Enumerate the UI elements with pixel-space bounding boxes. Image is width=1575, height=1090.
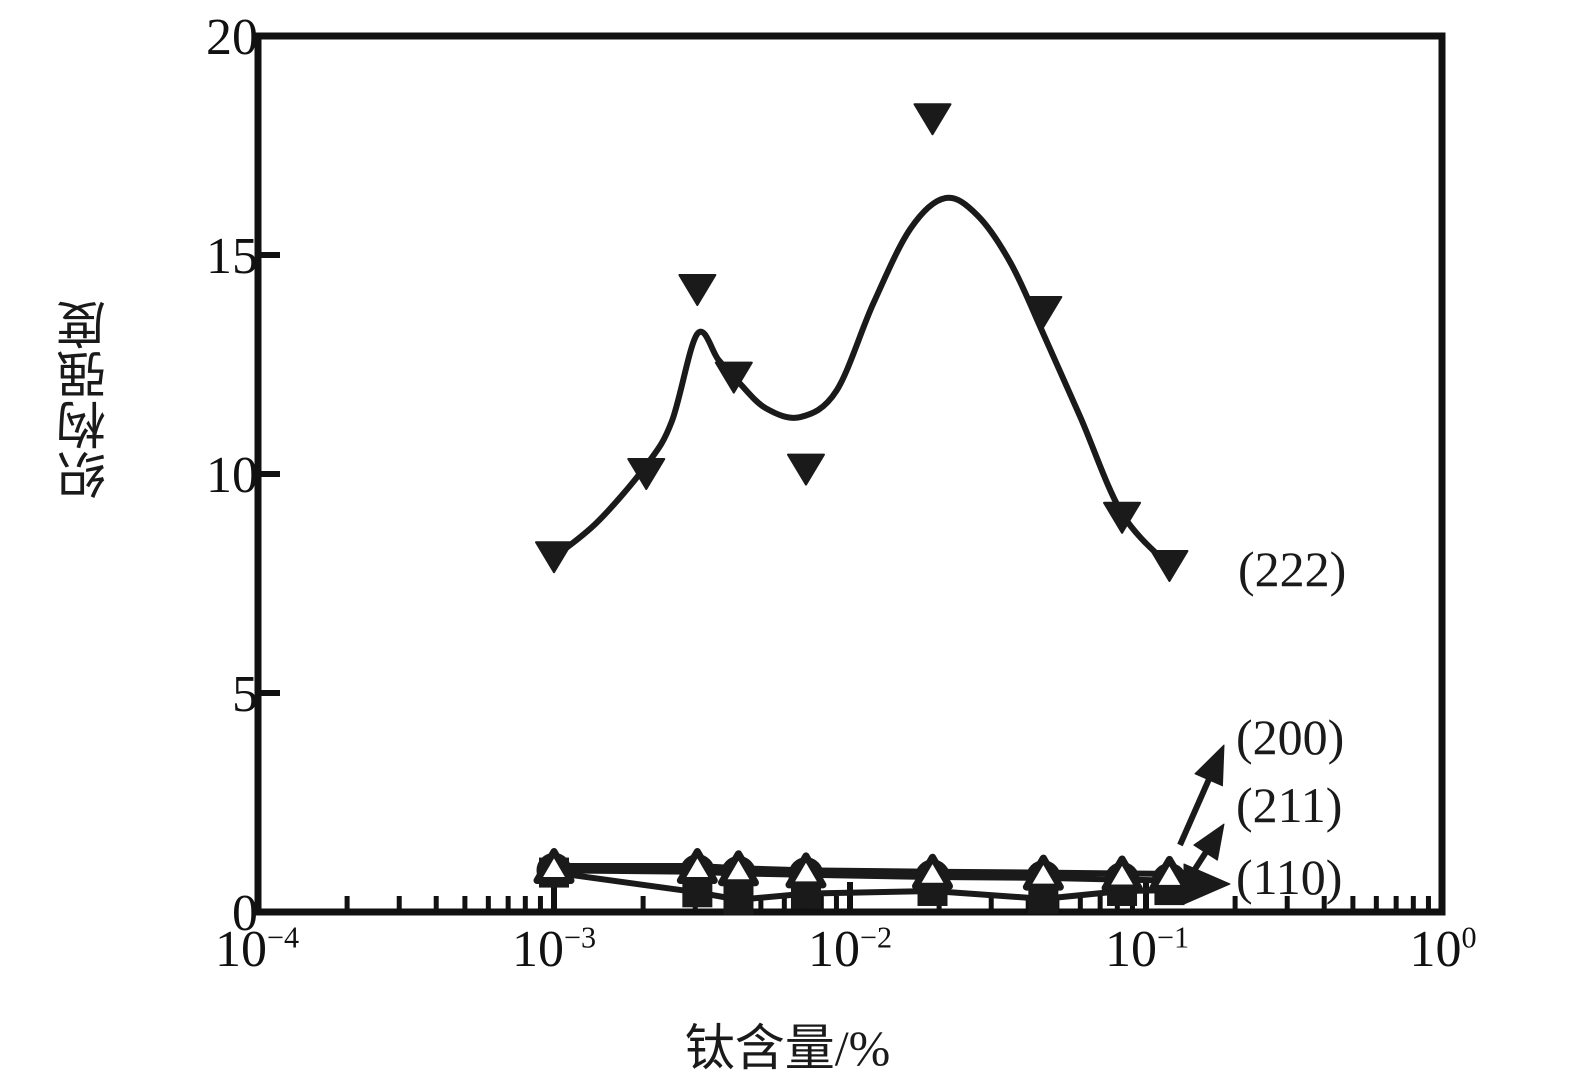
series-label-211: (211) [1236, 777, 1343, 833]
marker-222 [627, 458, 666, 490]
ytick-label-0: 0 [232, 885, 258, 942]
axis-ticks [255, 252, 1445, 912]
annotation-arrows [1177, 744, 1231, 905]
ytick-label-5: 5 [232, 666, 258, 723]
xtick-base: 10 [214, 921, 267, 978]
series-markers [533, 103, 1190, 915]
xtick-label-1e-2: 10−2 [760, 920, 940, 979]
xtick-exp: −2 [859, 920, 893, 955]
marker-222 [1150, 549, 1189, 582]
xtick-base: 10 [807, 921, 860, 978]
marker-200 [1101, 855, 1143, 892]
marker-222 [1024, 295, 1063, 328]
marker-222 [786, 453, 825, 486]
xtick-base: 10 [511, 921, 564, 978]
marker-200 [533, 848, 575, 885]
xtick-exp: 0 [1461, 920, 1477, 955]
arrow-211-head [1193, 823, 1225, 861]
marker-222 [714, 361, 753, 394]
marker-222 [535, 541, 573, 574]
marker-200 [1022, 854, 1064, 891]
arrow-110-head [1183, 863, 1231, 905]
xtick-label-1e-1: 10−1 [1057, 920, 1237, 979]
series-label-222: (222) [1238, 541, 1347, 597]
arrow-200-head [1194, 744, 1225, 787]
series-curves [551, 194, 1173, 903]
ytick-label-10: 10 [206, 447, 258, 504]
marker-222 [678, 274, 717, 307]
xtick-label-1e-4: 10−4 [167, 920, 347, 979]
ytick-label-20: 20 [206, 9, 258, 66]
marker-222 [913, 103, 952, 136]
marker-222 [1103, 501, 1142, 534]
xtick-label-1e0: 100 [1353, 920, 1533, 979]
marker-200 [785, 852, 827, 889]
x-axis-title: 钛含量/% [684, 1020, 891, 1076]
marker-200 [912, 853, 954, 890]
marker-200 [676, 848, 718, 885]
arrow-200-shaft [1177, 778, 1212, 847]
series-label-110: (110) [1236, 849, 1343, 905]
axis-frame [254, 32, 1446, 916]
marker-200 [717, 850, 759, 887]
marker-200 [1148, 855, 1190, 892]
curve-222 [551, 194, 1173, 569]
series-label-200: (200) [1236, 709, 1345, 765]
xtick-exp: −3 [563, 920, 597, 955]
xtick-exp: −1 [1156, 920, 1190, 955]
ytick-label-15: 15 [206, 228, 258, 285]
xtick-base: 10 [1409, 921, 1462, 978]
xtick-label-1e-3: 10−3 [464, 920, 644, 979]
xtick-exp: −4 [266, 920, 300, 955]
xtick-base: 10 [1104, 921, 1157, 978]
